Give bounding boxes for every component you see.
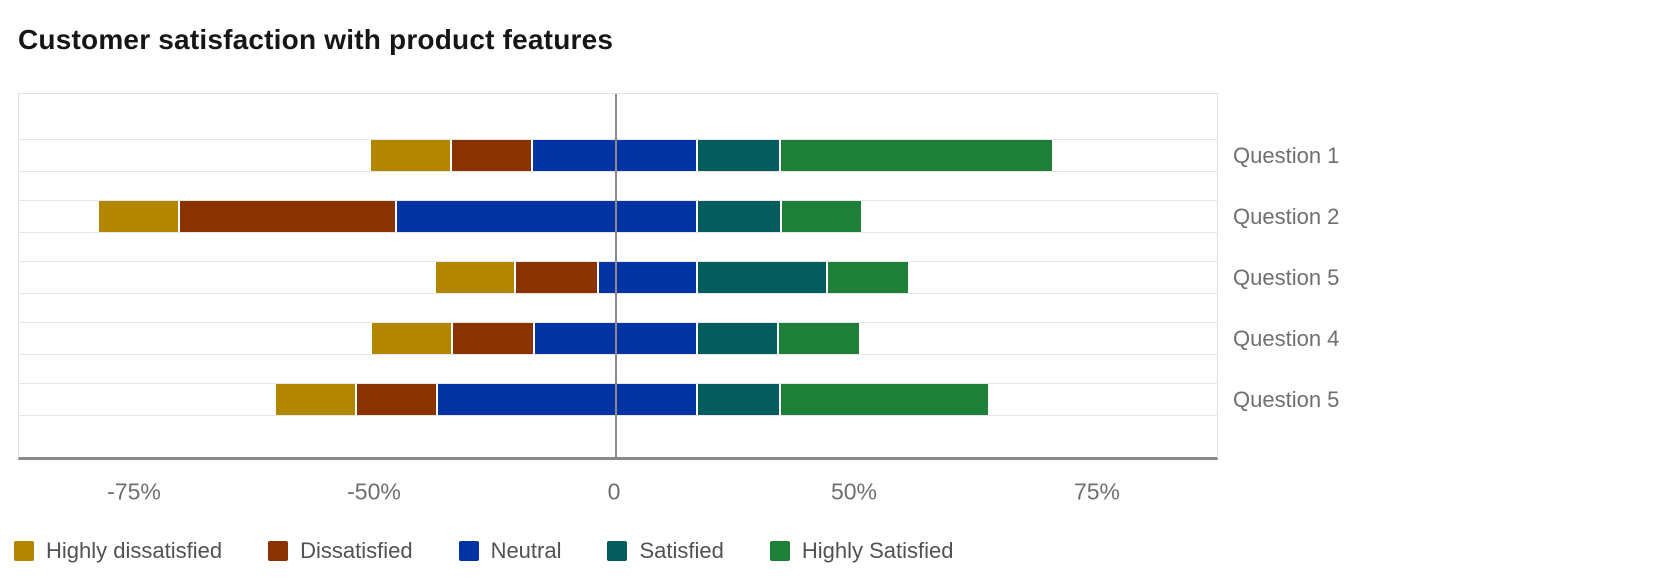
- segment-dissatisfied: [357, 384, 436, 415]
- segment-satisfied: [697, 262, 826, 293]
- segment-highly-satisfied: [828, 262, 908, 293]
- row-gridline: [19, 354, 1217, 355]
- segment-neutral-left: [396, 201, 615, 232]
- legend-label: Dissatisfied: [300, 538, 413, 563]
- plot-area: [18, 93, 1218, 460]
- category-label: Question 5: [1233, 264, 1340, 290]
- category-label: Question 1: [1233, 142, 1340, 168]
- segment-satisfied: [697, 201, 781, 232]
- legend-swatch: [268, 541, 289, 561]
- segment-dissatisfied: [515, 262, 597, 293]
- row-gridline: [19, 415, 1217, 416]
- segment-neutral-right: [617, 384, 696, 415]
- row-gridline: [19, 232, 1217, 233]
- legend-label: Highly dissatisfied: [46, 538, 223, 563]
- segment-neutral-left: [598, 262, 615, 293]
- legend-label: Neutral: [490, 538, 562, 563]
- segment-neutral-right: [617, 140, 696, 171]
- row-gridline: [19, 293, 1217, 294]
- segment-highly-satisfied: [782, 201, 861, 232]
- row-gridline: [19, 200, 1217, 201]
- legend-item: Highly Satisfied: [769, 538, 954, 564]
- x-tick-label: 75%: [1073, 478, 1121, 505]
- row-gridline: [19, 383, 1217, 384]
- category-label: Question 5: [1233, 386, 1340, 412]
- segment-highly-satisfied: [780, 384, 988, 415]
- legend-label: Highly Satisfied: [801, 538, 954, 563]
- legend-swatch: [14, 541, 34, 561]
- x-tick-label: -75%: [107, 478, 161, 505]
- segment-highly-dissatisfied: [371, 140, 450, 171]
- legend-label: Satisfied: [639, 538, 724, 563]
- legend-item: Dissatisfied: [268, 538, 413, 564]
- segment-highly-satisfied: [778, 323, 860, 354]
- segment-highly-dissatisfied: [276, 384, 356, 415]
- segment-neutral-left: [534, 323, 615, 354]
- chart-title: Customer satisfaction with product featu…: [18, 24, 614, 55]
- segment-highly-dissatisfied: [372, 323, 451, 354]
- zero-gridline: [615, 94, 617, 457]
- segment-neutral-right: [617, 201, 696, 232]
- segment-highly-dissatisfied: [99, 201, 178, 232]
- segment-dissatisfied: [452, 323, 533, 354]
- legend-item: Highly dissatisfied: [14, 538, 222, 564]
- segment-dissatisfied: [179, 201, 395, 232]
- legend-item: Neutral: [458, 538, 562, 564]
- segment-neutral-right: [617, 262, 696, 293]
- row-gridline: [19, 261, 1217, 262]
- segment-highly-dissatisfied: [435, 262, 514, 293]
- segment-neutral-left: [532, 140, 615, 171]
- legend-swatch: [458, 541, 479, 561]
- category-label: Question 2: [1233, 203, 1340, 229]
- segment-dissatisfied: [451, 140, 531, 171]
- segment-neutral-right: [617, 323, 696, 354]
- x-tick-label: -50%: [347, 478, 401, 505]
- row-gridline: [19, 171, 1217, 172]
- row-gridline: [19, 139, 1217, 140]
- legend-swatch: [607, 541, 628, 561]
- segment-satisfied: [697, 140, 779, 171]
- segment-satisfied: [697, 384, 779, 415]
- segment-neutral-left: [437, 384, 615, 415]
- row-gridline: [19, 322, 1217, 323]
- x-tick-label: 0: [607, 478, 621, 505]
- segment-highly-satisfied: [780, 140, 1052, 171]
- legend-item: Satisfied: [607, 538, 724, 564]
- segment-satisfied: [697, 323, 777, 354]
- x-tick-label: 50%: [830, 478, 878, 505]
- category-label: Question 4: [1233, 325, 1340, 351]
- legend: Highly dissatisfied Dissatisfied Neutral Sa…: [14, 538, 954, 564]
- legend-swatch: [769, 541, 790, 561]
